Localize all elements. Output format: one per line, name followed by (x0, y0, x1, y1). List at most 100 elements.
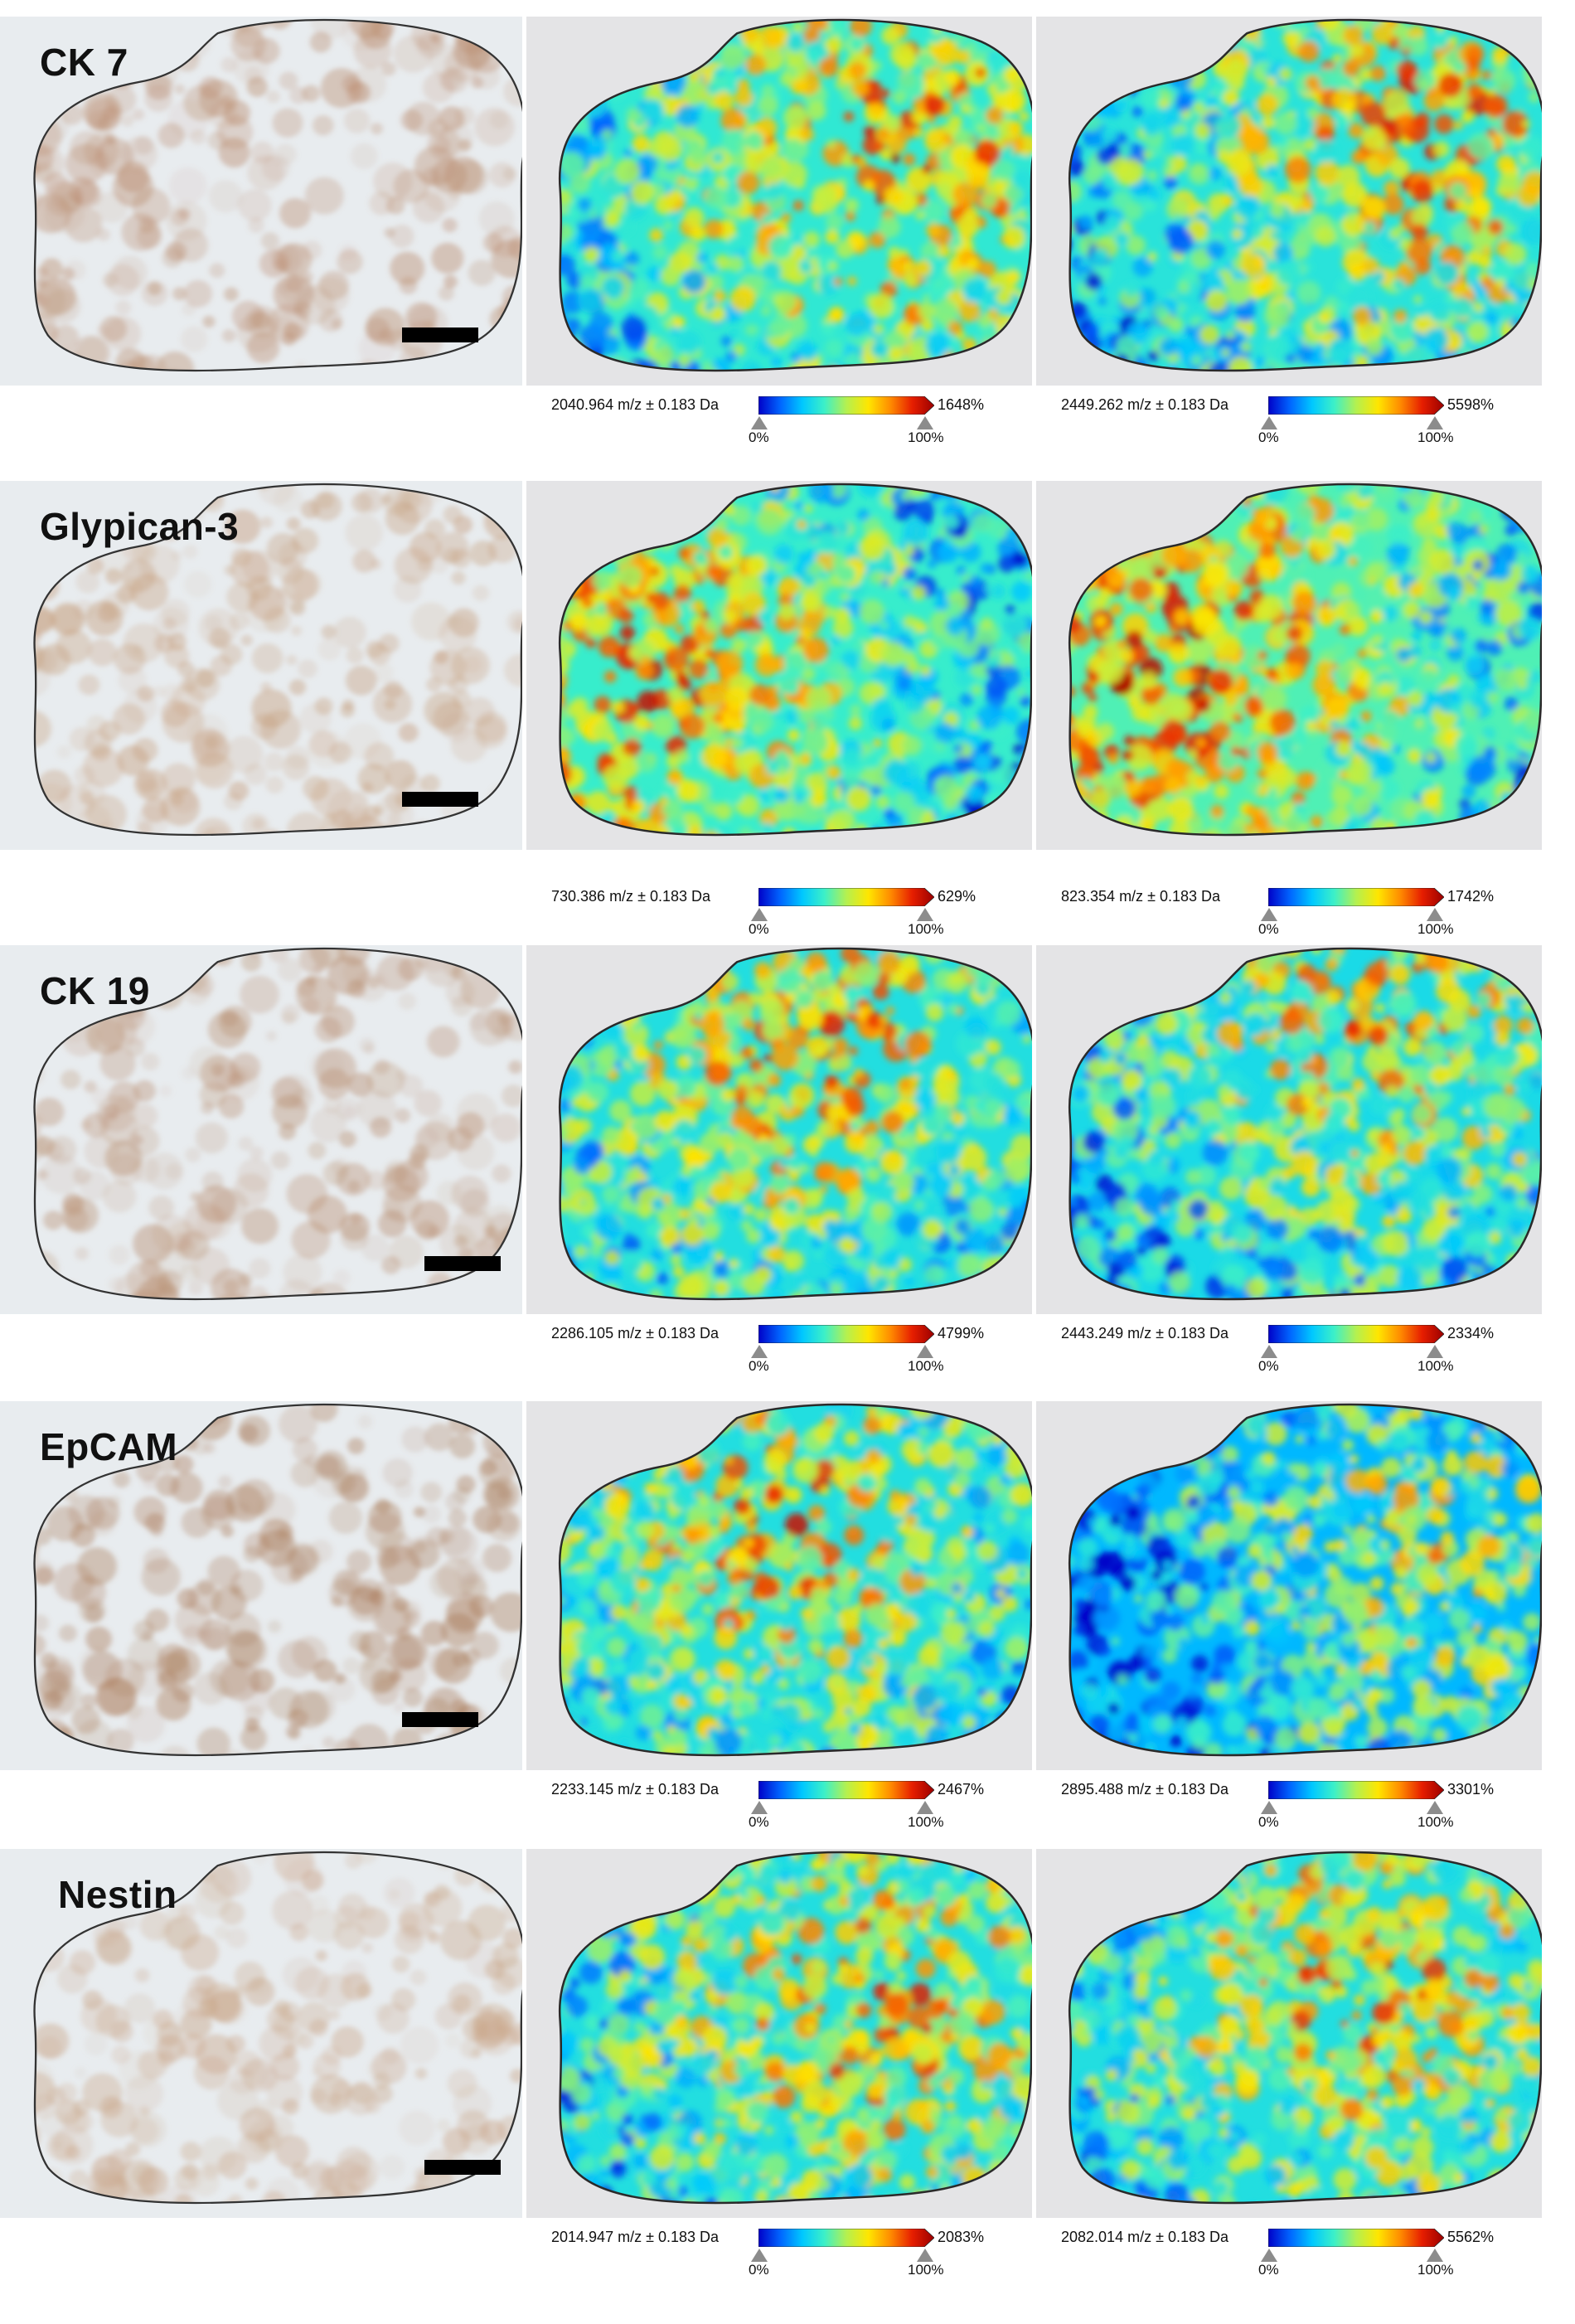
intensity-colorbar-legend: 730.386 m/z ± 0.183 Da 629% 0% 100% (551, 883, 1032, 937)
intensity-colorbar-legend: 2895.488 m/z ± 0.183 Da 3301% 0% 100% (1061, 1776, 1542, 1830)
max-percent-label: 100% (908, 2262, 944, 2278)
mz-label: 2233.145 m/z ± 0.183 Da (551, 1781, 720, 1798)
ms-ion-image (1036, 1401, 1542, 1770)
max-percent-label: 100% (908, 921, 944, 937)
min-percent-label: 0% (749, 921, 769, 937)
max-marker-triangle (1427, 908, 1443, 921)
ms-ion-image (526, 1849, 1032, 2218)
mz-label: 2895.488 m/z ± 0.183 Da (1061, 1781, 1229, 1798)
figure-row: Glypican-3 730.386 m/z ± 0.183 Da 629% 0% 10… (0, 464, 1575, 937)
min-percent-label: 0% (749, 429, 769, 445)
colorbar-gradient (758, 1781, 934, 1799)
max-intensity-percent: 1742% (1447, 888, 1495, 905)
figure-row: Nestin 2014.947 m/z ± 0.183 Da 2083% 0% 100%… (0, 1832, 1575, 2297)
ms-ion-image (526, 17, 1032, 386)
colorbar-gradient (758, 888, 934, 906)
min-marker-triangle (1261, 2249, 1277, 2262)
min-percent-label: 0% (749, 1814, 769, 1830)
max-percent-label: 100% (1418, 1358, 1454, 1374)
figure-row: CK 19 2286.105 m/z ± 0.183 Da 4799% 0% 100% 2… (0, 929, 1575, 1393)
min-marker-triangle (1261, 908, 1277, 921)
marker-label: EpCAM (40, 1425, 178, 1468)
ms-ion-image (526, 1401, 1032, 1770)
max-intensity-percent: 2334% (1447, 1325, 1495, 1342)
max-intensity-percent: 5598% (1447, 396, 1495, 413)
colorbar-gradient (758, 396, 934, 415)
max-marker-triangle (917, 1345, 933, 1358)
max-intensity-percent: 3301% (1447, 1781, 1495, 1798)
marker-label: CK 7 (40, 41, 128, 84)
max-marker-triangle (1427, 1801, 1443, 1814)
min-marker-triangle (751, 908, 768, 921)
max-marker-triangle (1427, 1345, 1443, 1358)
figure-row: CK 7 2040.964 m/z ± 0.183 Da 1648% 0% 100% 24… (0, 0, 1575, 464)
intensity-colorbar-legend: 2014.947 m/z ± 0.183 Da 2083% 0% 100% (551, 2224, 1032, 2278)
min-percent-label: 0% (1258, 1814, 1279, 1830)
max-intensity-percent: 2467% (938, 1781, 985, 1798)
min-percent-label: 0% (1258, 2262, 1279, 2278)
ihc-stain-image (0, 1401, 522, 1770)
intensity-colorbar-legend: 2286.105 m/z ± 0.183 Da 4799% 0% 100% (551, 1320, 1032, 1374)
intensity-colorbar-legend: 2233.145 m/z ± 0.183 Da 2467% 0% 100% (551, 1776, 1032, 1830)
mz-label: 2014.947 m/z ± 0.183 Da (551, 2229, 720, 2245)
colorbar-gradient (1268, 1325, 1444, 1343)
colorbar-gradient (1268, 396, 1444, 415)
min-percent-label: 0% (1258, 921, 1279, 937)
max-percent-label: 100% (1418, 1814, 1454, 1830)
min-marker-triangle (751, 416, 768, 429)
min-marker-triangle (1261, 416, 1277, 429)
marker-label: Glypican-3 (40, 505, 240, 548)
intensity-colorbar-legend: 2449.262 m/z ± 0.183 Da 5598% 0% 100% (1061, 391, 1542, 445)
min-percent-label: 0% (749, 2262, 769, 2278)
max-marker-triangle (1427, 416, 1443, 429)
scale-bar (402, 327, 478, 342)
colorbar-gradient (758, 2229, 934, 2247)
max-marker-triangle (917, 416, 933, 429)
max-marker-triangle (917, 2249, 933, 2262)
min-marker-triangle (1261, 1345, 1277, 1358)
max-percent-label: 100% (1418, 429, 1454, 445)
max-marker-triangle (917, 1801, 933, 1814)
max-marker-triangle (1427, 2249, 1443, 2262)
max-percent-label: 100% (908, 429, 944, 445)
mz-label: 2443.249 m/z ± 0.183 Da (1061, 1325, 1229, 1342)
max-percent-label: 100% (908, 1358, 944, 1374)
mz-label: 2449.262 m/z ± 0.183 Da (1061, 396, 1229, 413)
scale-bar (402, 1712, 478, 1727)
marker-label: CK 19 (40, 969, 150, 1012)
ms-ion-image (1036, 945, 1542, 1314)
scale-bar (424, 1256, 501, 1271)
intensity-colorbar-legend: 2082.014 m/z ± 0.183 Da 5562% 0% 100% (1061, 2224, 1542, 2278)
mz-label: 2082.014 m/z ± 0.183 Da (1061, 2229, 1229, 2245)
max-intensity-percent: 4799% (938, 1325, 985, 1342)
min-percent-label: 0% (749, 1358, 769, 1374)
ms-ion-image (1036, 481, 1542, 850)
ms-ion-image (1036, 1849, 1542, 2218)
min-percent-label: 0% (1258, 1358, 1279, 1374)
min-marker-triangle (751, 1801, 768, 1814)
min-marker-triangle (751, 1345, 768, 1358)
ihc-stain-image (0, 481, 522, 850)
max-percent-label: 100% (1418, 2262, 1454, 2278)
ms-ion-image (526, 945, 1032, 1314)
intensity-colorbar-legend: 2443.249 m/z ± 0.183 Da 2334% 0% 100% (1061, 1320, 1542, 1374)
intensity-colorbar-legend: 2040.964 m/z ± 0.183 Da 1648% 0% 100% (551, 391, 1032, 445)
mz-label: 730.386 m/z ± 0.183 Da (551, 888, 710, 905)
ihc-stain-image (0, 945, 522, 1314)
max-intensity-percent: 1648% (938, 396, 985, 413)
ms-ion-image (526, 481, 1032, 850)
ihc-stain-image (0, 1849, 522, 2218)
max-intensity-percent: 629% (938, 888, 976, 905)
figure-row: EpCAM 2233.145 m/z ± 0.183 Da 2467% 0% 100% 2… (0, 1385, 1575, 1849)
colorbar-gradient (1268, 888, 1444, 906)
colorbar-gradient (758, 1325, 934, 1343)
max-intensity-percent: 5562% (1447, 2229, 1495, 2245)
colorbar-gradient (1268, 2229, 1444, 2247)
max-intensity-percent: 2083% (938, 2229, 985, 2245)
max-marker-triangle (917, 908, 933, 921)
ms-ion-image (1036, 17, 1542, 386)
mz-label: 2040.964 m/z ± 0.183 Da (551, 396, 720, 413)
max-percent-label: 100% (1418, 921, 1454, 937)
mz-label: 823.354 m/z ± 0.183 Da (1061, 888, 1220, 905)
max-percent-label: 100% (908, 1814, 944, 1830)
